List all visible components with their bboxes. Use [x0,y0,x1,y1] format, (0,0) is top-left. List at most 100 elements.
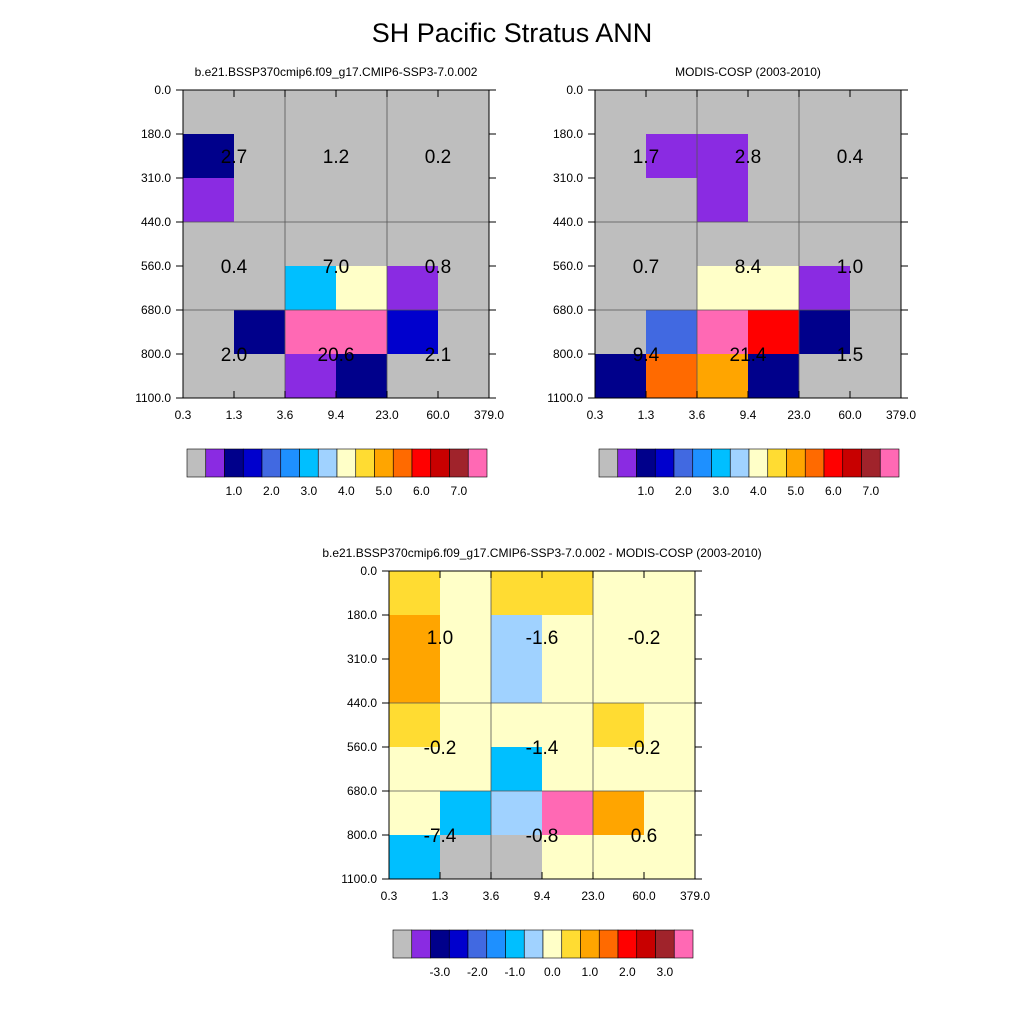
x-tick-label: 3.6 [277,408,294,422]
heatmap-cell [285,90,337,135]
heatmap-cell [336,266,388,311]
heatmap-cell [183,354,235,399]
heatmap-cell [285,178,337,223]
data-label: 0.4 [837,147,864,168]
colorbar-label: 0.0 [544,965,561,979]
colorbar-swatch [392,929,413,959]
heatmap-cell [491,659,543,704]
heatmap-cell [593,703,645,748]
heatmap-cell [183,178,235,223]
heatmap-cell [336,310,388,355]
data-label: -0.2 [628,628,661,649]
y-tick-label: 310.0 [347,652,377,666]
y-tick-label: 440.0 [141,215,171,229]
heatmap-cell [389,571,441,616]
heatmap-cell [234,266,286,311]
colorbar-swatch [355,448,375,478]
heatmap-cell [593,791,645,836]
heatmap-cell [799,178,851,223]
colorbar-swatch [748,448,769,478]
heatmap-cell [234,134,286,179]
heatmap-cell [234,90,286,135]
colorbar-label: 5.0 [788,484,805,498]
heatmap-cell [542,659,594,704]
colorbar-swatch [823,448,844,478]
heatmap-cell [646,266,698,311]
heatmap-cell [799,354,851,399]
colorbar-swatch [186,448,207,478]
x-tick-label: 379.0 [680,889,710,903]
y-tick-label: 680.0 [347,784,377,798]
heatmap-cell [646,354,698,399]
heatmap-cell [183,134,235,179]
heatmap-cell [542,615,594,660]
data-label: -0.8 [526,826,559,847]
heatmap-cell [646,134,698,179]
data-label: 0.4 [221,257,248,278]
heatmap-cell [387,90,439,135]
x-tick-label: 379.0 [474,408,504,422]
heatmap-cell [183,310,235,355]
x-tick-label: 0.3 [587,408,604,422]
heatmap-cell [850,134,902,179]
y-tick-label: 180.0 [553,127,583,141]
colorbar-swatch [280,448,300,478]
heatmap-cell [748,90,800,135]
heatmap-cell [387,222,439,267]
heatmap-cell [336,178,388,223]
y-tick-label: 560.0 [553,259,583,273]
heatmap-cell [644,571,696,616]
x-tick-label: 3.6 [483,889,500,903]
heatmap-cell [438,222,490,267]
heatmap-cell [285,222,337,267]
heatmap-cell [850,310,902,355]
heatmap-cell [748,310,800,355]
y-tick-label: 1100.0 [135,391,171,405]
heatmap-cell [595,134,647,179]
heatmap-cell [644,615,696,660]
y-tick-label: 310.0 [141,171,171,185]
colorbar-swatch [505,929,525,959]
heatmap-cell [389,703,441,748]
heatmap-cell [697,266,749,311]
chart-panel-3: b.e21.BSSP370cmip6.f09_g17.CMIP6-SSP3-7.… [322,546,761,979]
heatmap-cell [542,835,594,880]
heatmap-cell [595,222,647,267]
colorbar-swatch [467,448,488,478]
colorbar-swatch [636,929,656,959]
data-label: 8.4 [735,257,762,278]
heatmap-cell [438,90,490,135]
x-tick-label: 1.3 [432,889,449,903]
heatmap-cell [799,222,851,267]
heatmap-cell [593,571,645,616]
colorbar-swatch [374,448,394,478]
colorbar-swatch [617,929,638,959]
data-label: 1.5 [837,345,863,366]
colorbar: 1.0 2.0 3.0 4.0 5.0 6.0 7.0 [186,448,488,498]
colorbar-label: 5.0 [376,484,393,498]
heatmap-cell [183,222,235,267]
colorbar-swatch [580,929,600,959]
colorbar-label: 6.0 [413,484,430,498]
x-tick-label: 23.0 [787,408,811,422]
heatmap-cell [491,615,543,660]
data-label: 21.4 [730,345,767,366]
heatmap-cell [850,354,902,399]
heatmap-cell [440,747,492,792]
heatmap-cell [234,222,286,267]
colorbar-label: -1.0 [505,965,526,979]
colorbar-swatch [598,448,619,478]
colorbar-label: 1.0 [582,965,599,979]
colorbar-label: -3.0 [430,965,451,979]
heatmap-cell [593,659,645,704]
x-tick-label: 60.0 [632,889,656,903]
x-tick-label: 23.0 [581,889,605,903]
colorbar-swatch [224,448,244,478]
x-tick-label: 0.3 [175,408,192,422]
colorbar-label: 6.0 [825,484,842,498]
heatmap-cell [595,178,647,223]
data-label: 0.2 [425,147,451,168]
y-tick-label: 680.0 [141,303,171,317]
colorbar-swatch [430,929,450,959]
heatmap-cell [593,747,645,792]
